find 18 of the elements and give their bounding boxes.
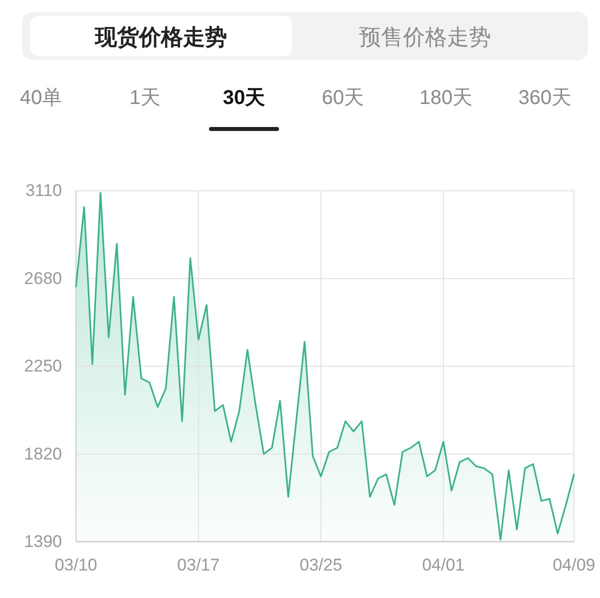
x-tick-label: 04/01 [422,556,465,574]
y-tick-label: 1390 [24,532,62,552]
text: 30天 [222,87,266,109]
y-tick-label: 2250 [24,356,62,376]
x-tick-label: 03/17 [177,556,220,574]
text: 60天 [322,87,364,109]
text: 180天 [419,87,473,109]
y-tick-label: 2680 [24,268,62,288]
text: 1天 [129,87,161,109]
text: 预售价格走势 [359,24,491,50]
text: 360天 [518,87,572,109]
y-tick-label: 1820 [24,444,62,464]
x-tick-label: 03/10 [54,556,98,574]
y-tick-label: 3110 [25,181,62,200]
text: 40单 [20,87,62,109]
chart-title: 现货价格走势 [94,24,227,50]
x-tick-label: 04/09 [552,556,596,574]
x-tick-label: 03/25 [300,556,342,574]
